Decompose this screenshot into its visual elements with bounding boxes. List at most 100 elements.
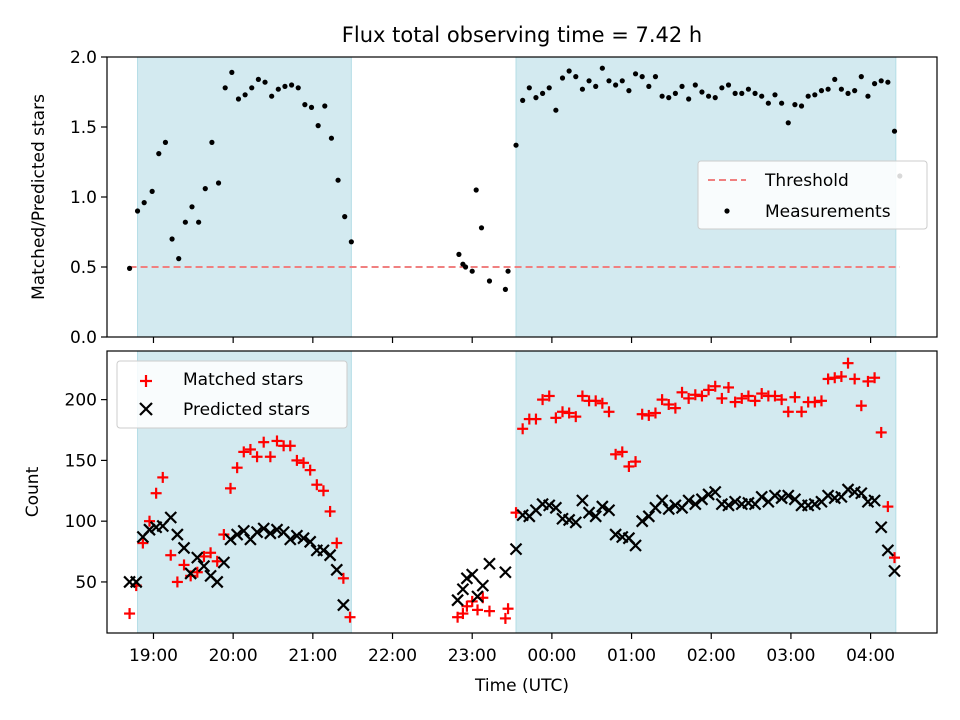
measurement-point — [586, 78, 592, 84]
measurement-point — [739, 90, 745, 96]
measurement-point — [502, 286, 508, 292]
matched-star-point — [716, 392, 728, 404]
measurement-point — [209, 139, 215, 145]
predicted-star-point — [841, 483, 855, 496]
y-tick-label: 150 — [65, 451, 97, 471]
measurements-series — [126, 65, 903, 292]
measurement-point — [302, 102, 308, 108]
measurement-point — [705, 93, 712, 99]
measurement-point — [579, 86, 586, 92]
measurement-point — [288, 82, 295, 88]
measurement-point — [235, 96, 242, 102]
predicted-star-point — [602, 503, 616, 517]
predicted-star-point — [171, 528, 184, 541]
predicted-star-point — [728, 495, 742, 509]
matched-star-point — [623, 460, 635, 472]
predicted-star-point — [451, 593, 464, 607]
measurement-point — [852, 88, 858, 94]
top-y-axis-label: Matched/Predicted stars — [29, 94, 49, 300]
top-legend: Threshold Measurements — [697, 160, 928, 230]
measurement-point — [189, 204, 195, 210]
predicted-star-point — [465, 568, 479, 581]
x-tick-label: 23:00 — [448, 646, 497, 666]
matched-star-point — [284, 440, 296, 452]
measurement-point — [553, 107, 559, 113]
measurement-point — [156, 151, 162, 157]
top-legend-box — [697, 160, 928, 230]
matched-star-point — [165, 549, 177, 561]
predicted-star-point — [821, 489, 835, 502]
matched-star-point — [563, 407, 575, 419]
x-tick-label: 20:00 — [209, 646, 258, 666]
matched-star-point — [264, 451, 276, 463]
predicted-star-point — [509, 542, 523, 556]
measurement-point — [295, 85, 301, 91]
bottom-legend-box — [116, 360, 348, 429]
predicted-star-point — [237, 524, 251, 538]
x-tick-label: 01:00 — [607, 646, 656, 666]
matched-star-point — [723, 381, 735, 393]
matched-star-point — [157, 471, 169, 483]
measurement-point — [169, 236, 175, 242]
matched-star-point — [550, 412, 562, 424]
predicted-star-point — [499, 565, 512, 579]
measurements-legend-label: Measurements — [765, 202, 891, 222]
matched-star-point — [205, 547, 217, 559]
predicted-star-point — [808, 497, 822, 511]
matched-star-point — [769, 390, 781, 402]
measurement-point — [639, 74, 645, 80]
matched-star-point — [137, 537, 149, 549]
x-axis-label: Time (UTC) — [474, 676, 569, 696]
predicted-star-point — [283, 533, 297, 546]
measurement-point — [732, 90, 738, 96]
matched-star-point — [603, 406, 615, 418]
measurement-point — [262, 79, 268, 85]
matched-star-point — [537, 394, 549, 406]
measurement-point — [202, 186, 208, 192]
matched-star-point — [543, 390, 555, 402]
measurement-point — [785, 120, 791, 126]
measurement-point — [520, 97, 526, 103]
measurement-point — [666, 95, 672, 101]
measurement-point — [335, 177, 341, 183]
predicted-star-point — [177, 541, 191, 555]
measurement-point — [646, 83, 652, 89]
predicted-star-point — [722, 499, 735, 512]
predicted-star-point — [775, 491, 788, 505]
measurement-point — [342, 214, 348, 220]
matched-star-point — [875, 426, 887, 438]
measurement-point — [505, 268, 511, 274]
measurement-point — [322, 103, 328, 109]
predicted-star-point — [569, 516, 583, 529]
predicted-star-point — [881, 544, 895, 557]
matched-star-point — [822, 373, 834, 385]
bottom-y-axis: 50 100 150 200 — [65, 391, 107, 593]
matched-star-point — [311, 479, 323, 491]
matched-star-point — [143, 515, 155, 527]
x-tick-label: 22:00 — [368, 646, 417, 666]
matched-star-point — [855, 400, 867, 412]
measurement-point — [462, 264, 469, 270]
bottom-y-axis-label: Count — [23, 466, 43, 517]
measurement-point — [328, 135, 335, 141]
measurement-point — [858, 74, 864, 80]
measurement-point — [546, 85, 552, 91]
measurement-point — [255, 76, 261, 82]
measurement-point — [599, 65, 605, 71]
matched-star-point — [231, 462, 243, 474]
measurement-point — [473, 187, 479, 193]
x-tick-label: 03:00 — [766, 646, 815, 666]
measurement-point — [469, 268, 475, 274]
predicted-star-point — [596, 500, 609, 513]
matched-star-point — [736, 392, 748, 404]
matched-star-point — [530, 413, 542, 425]
measurements-legend-swatch — [724, 208, 730, 214]
predicted-star-point — [669, 499, 682, 512]
matched-star-point — [656, 394, 668, 406]
measurement-point — [315, 123, 321, 129]
measurement-point — [759, 93, 765, 99]
y-tick-label: 0.5 — [70, 258, 97, 278]
measurement-point — [182, 219, 188, 225]
matched-star-point — [317, 485, 329, 497]
predicted-star-point — [224, 533, 237, 546]
